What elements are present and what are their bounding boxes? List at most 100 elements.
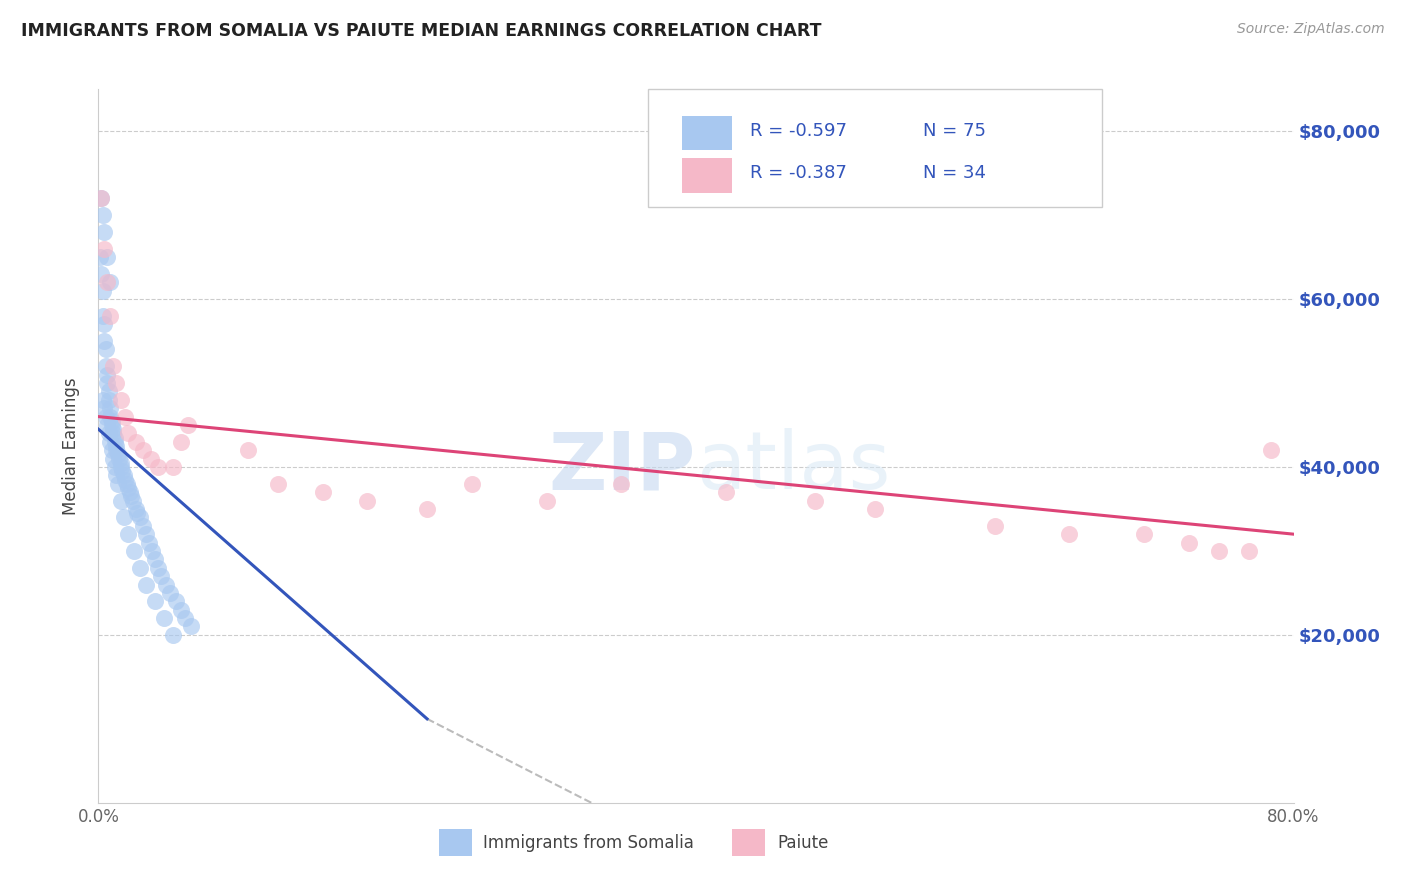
Point [1237, 544, 1260, 558]
Point [148, 460, 170, 475]
Point [90, 191, 112, 205]
Point [143, 552, 166, 566]
Point [125, 434, 148, 449]
Y-axis label: Median Earnings: Median Earnings [62, 377, 80, 515]
Point [120, 489, 142, 503]
Bar [682, 159, 733, 193]
Point [103, 359, 125, 374]
Point [90, 191, 112, 205]
Text: R = -0.387: R = -0.387 [749, 164, 846, 182]
Point [135, 527, 157, 541]
Point [97, 384, 120, 399]
Point [112, 468, 135, 483]
Point [96, 376, 118, 390]
Point [96, 417, 118, 432]
Bar [733, 830, 765, 856]
Point [91, 392, 114, 407]
Point [114, 473, 136, 487]
Text: N = 34: N = 34 [922, 164, 986, 182]
Point [108, 451, 131, 466]
Point [117, 426, 139, 441]
Point [110, 460, 132, 475]
Point [132, 518, 155, 533]
Point [148, 560, 170, 574]
Point [1059, 527, 1081, 541]
Point [159, 586, 181, 600]
Point [174, 611, 197, 625]
Point [115, 476, 138, 491]
Point [105, 439, 128, 453]
Text: Immigrants from Somalia: Immigrants from Somalia [484, 835, 695, 853]
Point [117, 527, 139, 541]
Point [714, 485, 737, 500]
Point [93, 225, 115, 239]
Point [155, 577, 177, 591]
Point [110, 493, 132, 508]
Point [103, 422, 125, 436]
Point [96, 275, 118, 289]
Point [107, 447, 129, 461]
Point [1260, 443, 1282, 458]
Point [96, 368, 118, 382]
Point [132, 443, 155, 458]
Point [101, 443, 124, 458]
Point [169, 434, 191, 449]
Point [177, 417, 200, 432]
Point [461, 476, 484, 491]
Point [93, 242, 115, 256]
Point [118, 485, 141, 500]
FancyBboxPatch shape [648, 89, 1102, 207]
Point [236, 443, 259, 458]
Point [356, 493, 378, 508]
Point [93, 318, 115, 332]
Point [101, 417, 124, 432]
Point [143, 594, 166, 608]
Point [162, 628, 184, 642]
Point [416, 502, 439, 516]
Point [105, 376, 128, 390]
Point [105, 468, 128, 483]
Point [94, 409, 117, 424]
Point [101, 414, 124, 428]
Text: ZIP: ZIP [548, 428, 696, 507]
Point [104, 434, 127, 449]
Point [121, 493, 143, 508]
Point [125, 502, 148, 516]
Point [114, 409, 136, 424]
Point [94, 359, 117, 374]
Point [98, 409, 122, 424]
Point [94, 343, 117, 357]
Point [127, 506, 149, 520]
Point [153, 611, 176, 625]
Point [98, 309, 122, 323]
Point [103, 451, 125, 466]
Point [89, 250, 111, 264]
Point [311, 485, 333, 500]
Point [110, 456, 132, 470]
Point [1133, 527, 1156, 541]
Point [169, 603, 191, 617]
Point [90, 267, 112, 281]
Point [104, 460, 127, 475]
Point [93, 401, 115, 416]
Point [91, 284, 114, 298]
Text: IMMIGRANTS FROM SOMALIA VS PAIUTE MEDIAN EARNINGS CORRELATION CHART: IMMIGRANTS FROM SOMALIA VS PAIUTE MEDIAN… [21, 22, 821, 40]
Point [180, 619, 202, 633]
Point [1178, 535, 1201, 549]
Point [1208, 544, 1230, 558]
Point [804, 493, 827, 508]
Text: atlas: atlas [696, 428, 890, 507]
Point [91, 208, 114, 222]
Point [984, 518, 1007, 533]
Point [129, 510, 152, 524]
Point [150, 569, 173, 583]
Point [103, 426, 125, 441]
Point [138, 535, 160, 549]
Point [97, 426, 120, 441]
Bar [682, 116, 733, 150]
Point [104, 431, 127, 445]
Point [111, 464, 134, 478]
Point [610, 476, 633, 491]
Point [865, 502, 887, 516]
Point [98, 434, 122, 449]
